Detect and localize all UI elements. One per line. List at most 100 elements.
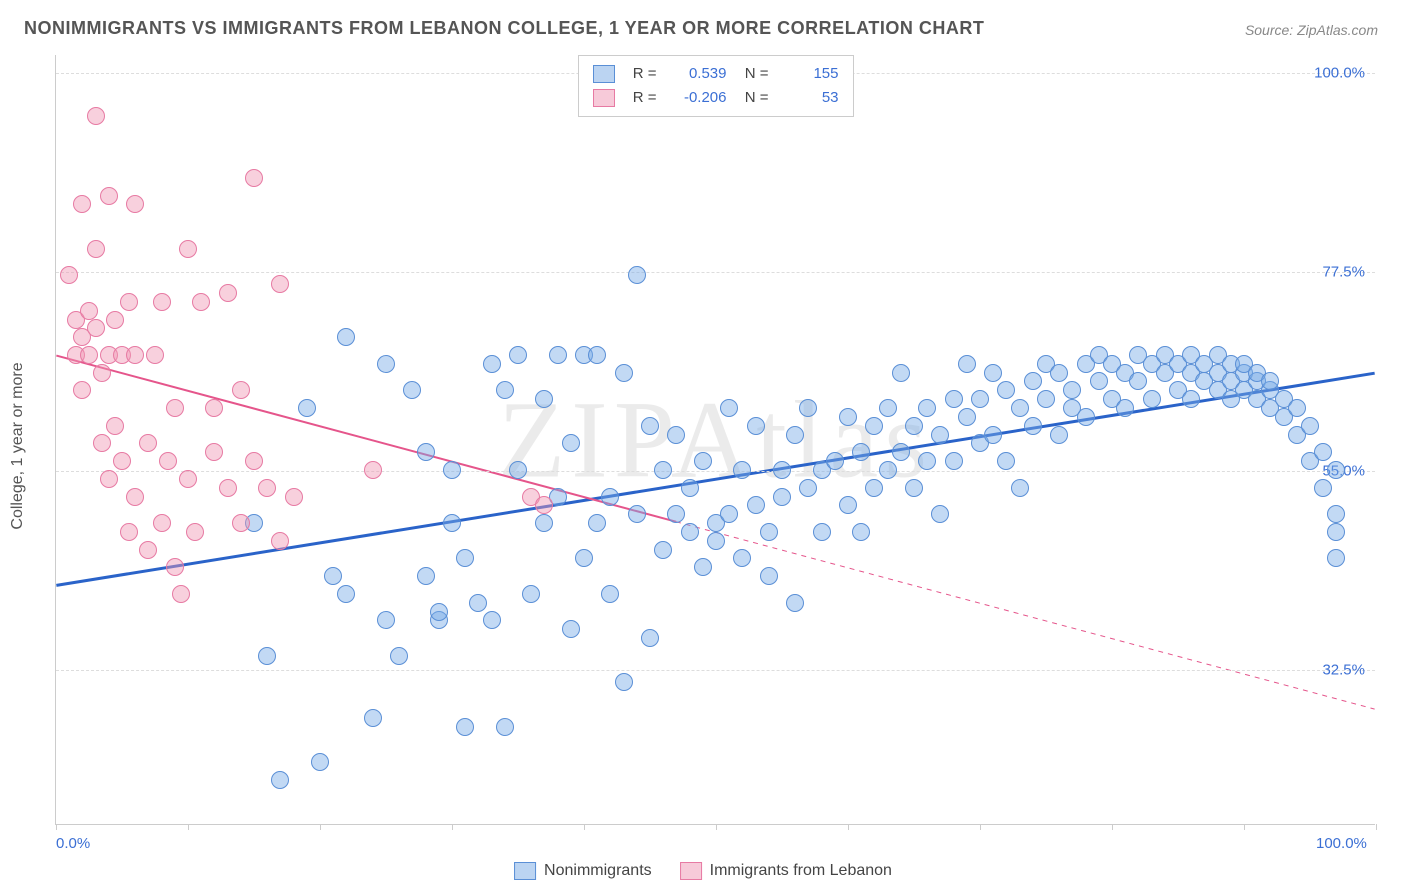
scatter-point: [1011, 479, 1029, 497]
scatter-point: [271, 275, 289, 293]
scatter-point: [245, 169, 263, 187]
scatter-point: [364, 461, 382, 479]
x-tick-mark: [1244, 824, 1245, 830]
x-tick-label: 0.0%: [56, 835, 90, 852]
scatter-point: [456, 718, 474, 736]
scatter-point: [126, 346, 144, 364]
scatter-point: [799, 399, 817, 417]
scatter-point: [377, 611, 395, 629]
legend-r-value: 0.539: [667, 62, 727, 86]
scatter-point: [786, 594, 804, 612]
scatter-point: [892, 364, 910, 382]
scatter-point: [628, 266, 646, 284]
y-tick-label: 100.0%: [1314, 64, 1365, 81]
scatter-point: [747, 417, 765, 435]
scatter-point: [1050, 426, 1068, 444]
chart-plot-area: ZIPAtlas R =0.539N =155R =-0.206N =53 32…: [55, 55, 1375, 825]
scatter-point: [852, 443, 870, 461]
scatter-point: [496, 381, 514, 399]
scatter-point: [1288, 399, 1306, 417]
scatter-point: [258, 647, 276, 665]
scatter-point: [984, 364, 1002, 382]
scatter-point: [120, 523, 138, 541]
x-tick-label: 100.0%: [1316, 835, 1367, 852]
y-tick-label: 32.5%: [1322, 662, 1365, 679]
scatter-point: [403, 381, 421, 399]
legend-swatch: [593, 89, 615, 107]
x-tick-mark: [848, 824, 849, 830]
y-axis-label: College, 1 year or more: [9, 362, 27, 529]
scatter-point: [931, 426, 949, 444]
scatter-point: [469, 594, 487, 612]
scatter-point: [509, 461, 527, 479]
scatter-point: [93, 434, 111, 452]
scatter-point: [971, 390, 989, 408]
x-tick-mark: [1112, 824, 1113, 830]
scatter-point: [443, 461, 461, 479]
scatter-point: [93, 364, 111, 382]
legend-item-label: Nonimmigrants: [544, 862, 652, 880]
scatter-point: [139, 434, 157, 452]
scatter-point: [945, 452, 963, 470]
scatter-point: [733, 461, 751, 479]
scatter-point: [87, 240, 105, 258]
scatter-point: [786, 426, 804, 444]
scatter-point: [483, 355, 501, 373]
scatter-point: [997, 381, 1015, 399]
scatter-point: [1090, 372, 1108, 390]
scatter-point: [918, 399, 936, 417]
scatter-point: [1314, 479, 1332, 497]
legend-swatch: [680, 862, 702, 880]
scatter-point: [87, 107, 105, 125]
scatter-point: [892, 443, 910, 461]
scatter-point: [153, 293, 171, 311]
scatter-point: [271, 771, 289, 789]
scatter-point: [760, 567, 778, 585]
scatter-point: [324, 567, 342, 585]
legend-swatch: [593, 65, 615, 83]
scatter-point: [100, 187, 118, 205]
scatter-point: [654, 461, 672, 479]
scatter-point: [628, 505, 646, 523]
scatter-point: [588, 514, 606, 532]
scatter-point: [417, 567, 435, 585]
scatter-point: [575, 549, 593, 567]
scatter-point: [146, 346, 164, 364]
scatter-point: [179, 470, 197, 488]
legend-item: Nonimmigrants: [514, 862, 652, 880]
scatter-point: [720, 505, 738, 523]
scatter-point: [496, 718, 514, 736]
scatter-point: [166, 558, 184, 576]
scatter-point: [120, 293, 138, 311]
scatter-point: [601, 585, 619, 603]
scatter-point: [535, 390, 553, 408]
scatter-point: [958, 408, 976, 426]
scatter-point: [1116, 399, 1134, 417]
scatter-point: [865, 479, 883, 497]
scatter-point: [443, 514, 461, 532]
scatter-point: [984, 426, 1002, 444]
x-tick-mark: [716, 824, 717, 830]
scatter-point: [245, 452, 263, 470]
scatter-point: [535, 514, 553, 532]
scatter-point: [694, 558, 712, 576]
scatter-point: [311, 753, 329, 771]
trend-line-dashed: [676, 522, 1375, 709]
scatter-point: [205, 399, 223, 417]
scatter-point: [945, 390, 963, 408]
scatter-point: [159, 452, 177, 470]
scatter-point: [205, 443, 223, 461]
scatter-point: [232, 381, 250, 399]
correlation-legend: R =0.539N =155R =-0.206N =53: [578, 55, 854, 117]
scatter-point: [773, 488, 791, 506]
scatter-point: [997, 452, 1015, 470]
scatter-point: [106, 417, 124, 435]
scatter-point: [1261, 372, 1279, 390]
scatter-point: [1063, 381, 1081, 399]
legend-row: R =-0.206N =53: [593, 86, 839, 110]
scatter-point: [641, 417, 659, 435]
x-tick-mark: [584, 824, 585, 830]
gridline: [56, 471, 1375, 472]
scatter-point: [905, 479, 923, 497]
scatter-point: [667, 426, 685, 444]
